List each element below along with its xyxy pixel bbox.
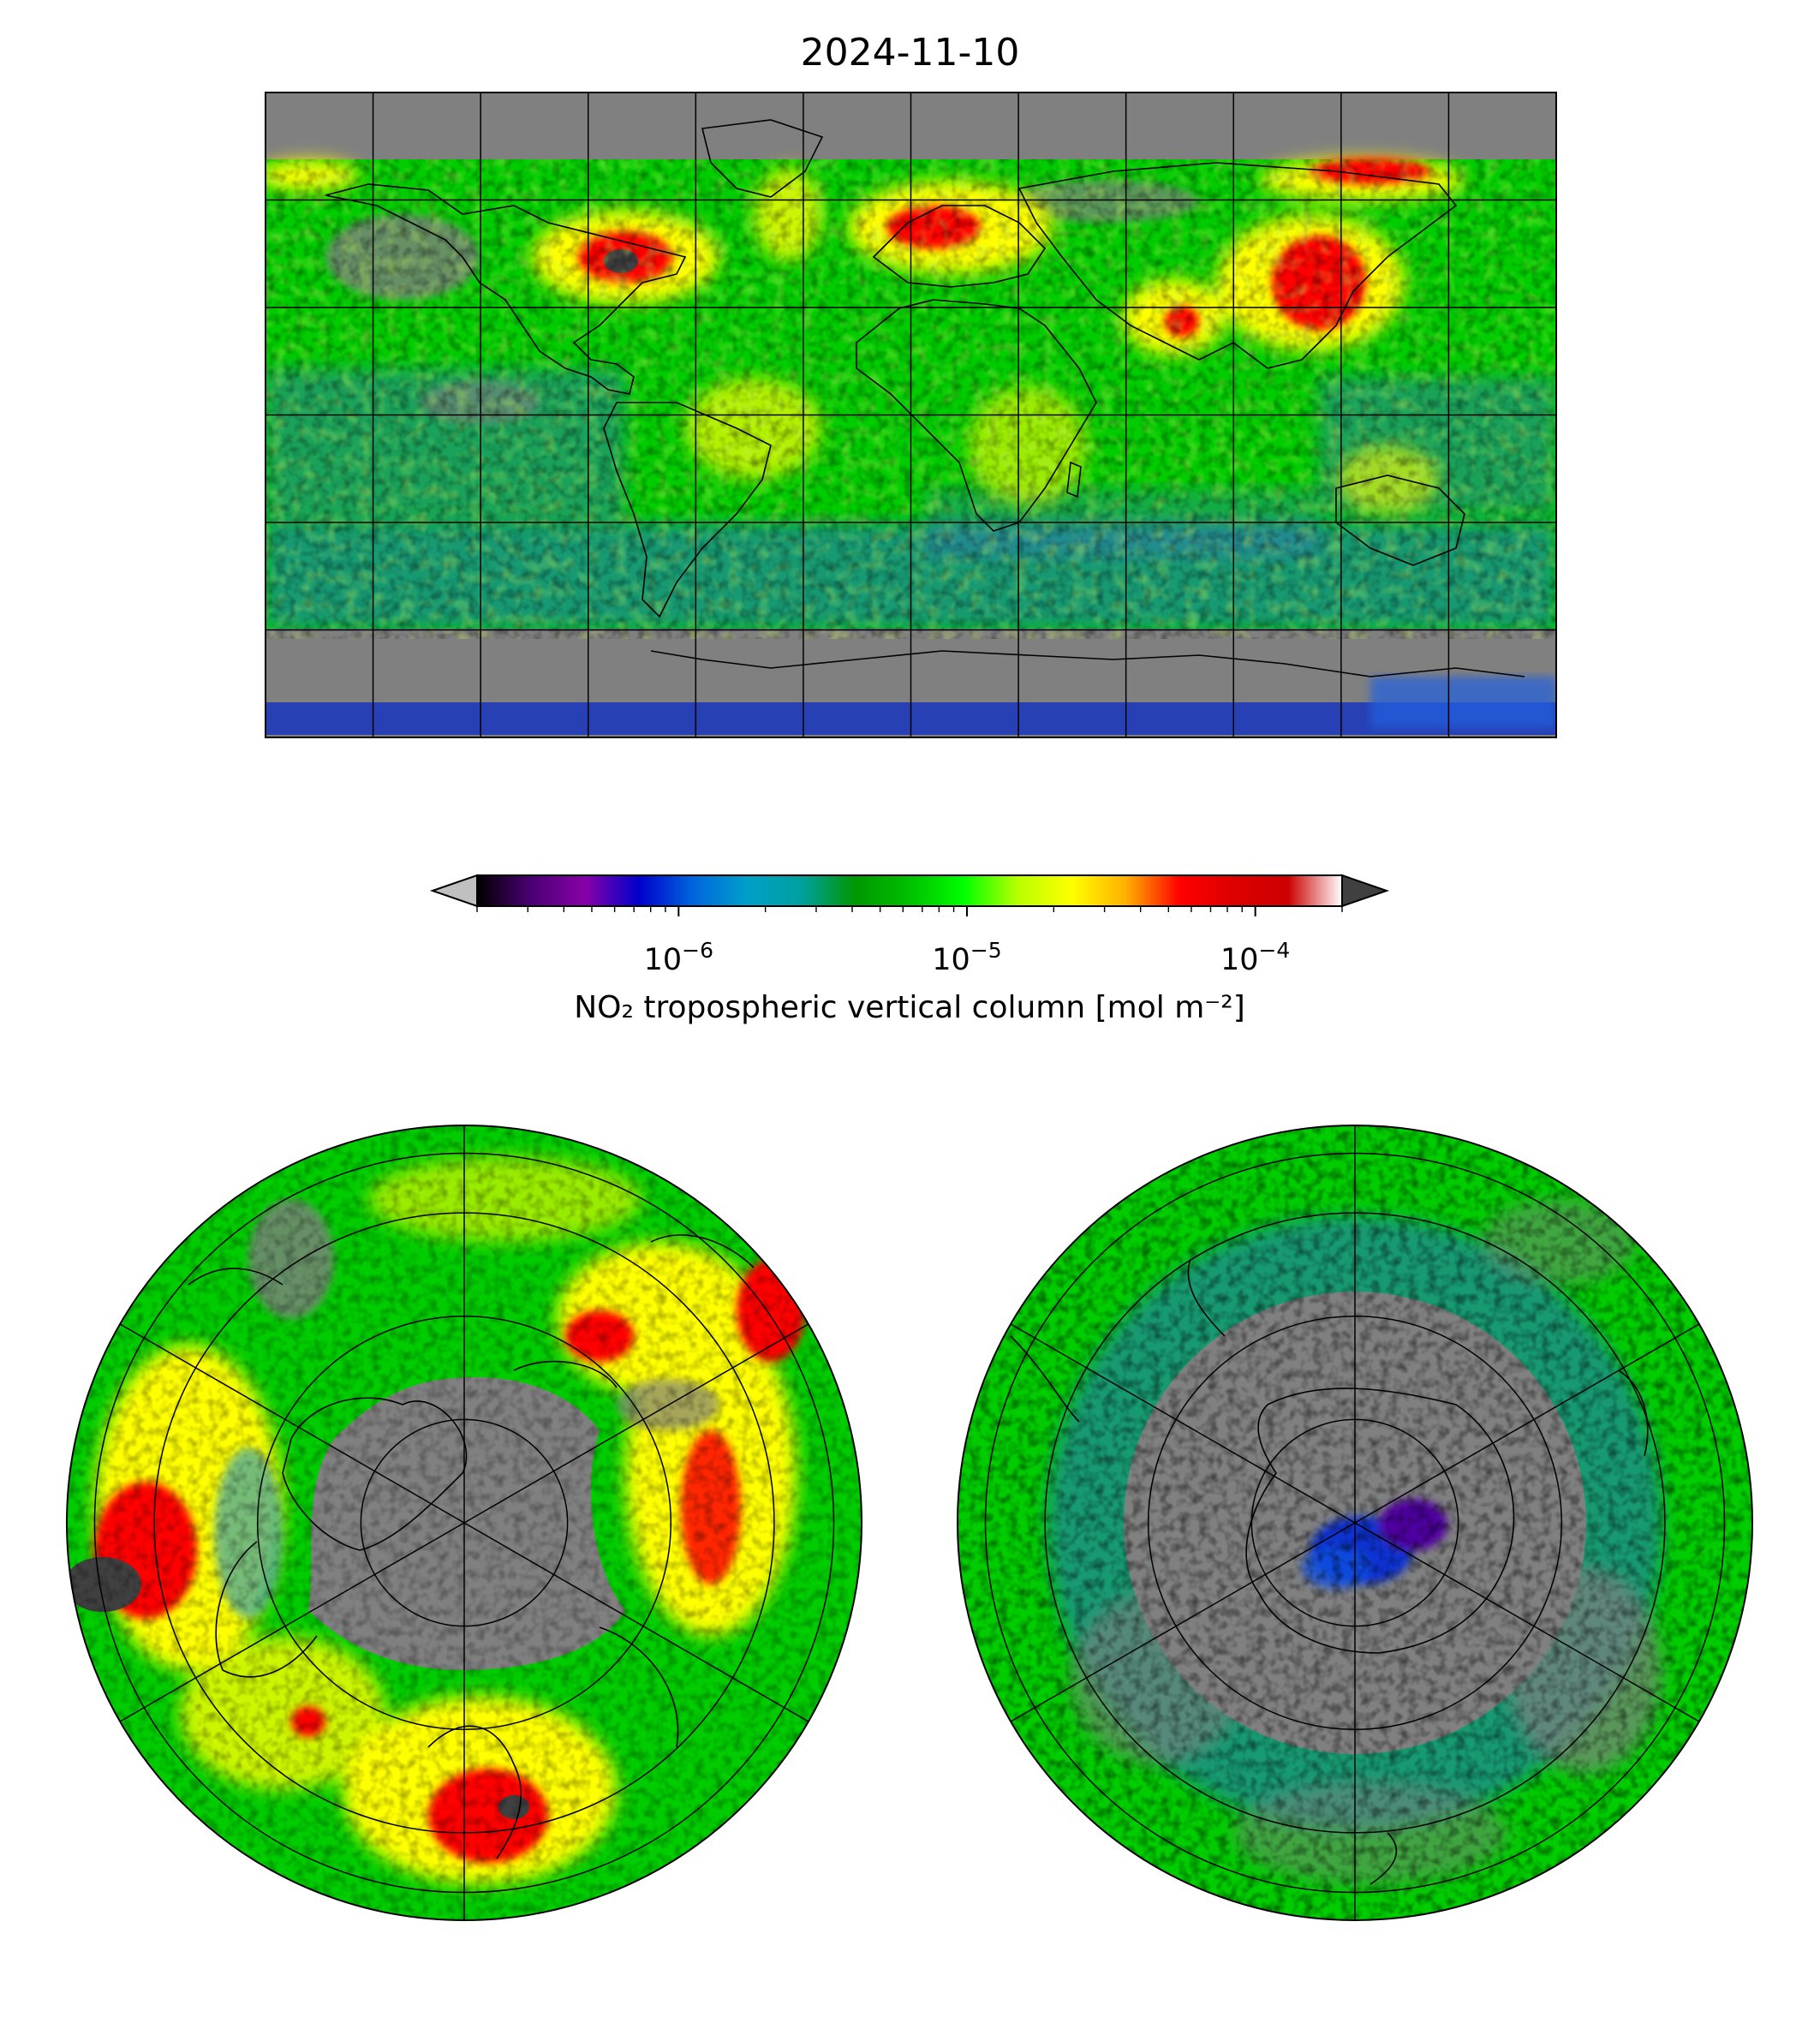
colorbar-label: NO₂ tropospheric vertical column [mol m⁻… [574,990,1245,1025]
graticule [266,92,1556,737]
colorbar-tick-label: 10−6 [644,938,713,977]
colorbar: 10−6 10−5 10−4 NO₂ tropospheric vertical c… [429,874,1390,1025]
meridian-line [1010,1522,1356,1722]
south-polar-graticule [984,1125,1726,1920]
north-polar-frame [66,1125,862,1921]
south-polar-no2-field [958,1125,1752,1920]
colorbar-gradient [477,875,1342,906]
south-polar-coastlines [1010,1258,1649,1885]
south-polar-frame [957,1125,1753,1921]
colorbar-ticks [476,906,1343,916]
meridian-line [463,1522,809,1722]
meridian-line [1010,1323,1356,1524]
south-polar-map [957,1125,1753,1921]
north-polar-no2-field [67,1125,862,1920]
meridian-line [1354,1522,1700,1722]
meridian-line [463,1323,809,1524]
colorbar-over-extension [1341,874,1390,908]
global-no2-field [266,92,1556,737]
colorbar-tick-labels: 10−6 10−5 10−4 [644,938,1291,977]
north-polar-map [66,1125,862,1921]
coastlines [325,119,1525,677]
colorbar-under-extension [429,874,478,908]
north-polar-coastlines [188,1234,755,1859]
global-map-frame [265,92,1557,738]
colorbar-tick-label: 10−4 [1220,938,1290,977]
colorbar-tick-label: 10−5 [932,938,1001,977]
north-polar-graticule [93,1125,835,1920]
meridian-line [1354,1323,1700,1524]
global-map [265,92,1557,738]
meridian-line [119,1522,465,1722]
meridian-line [119,1323,465,1524]
figure-title: 2024-11-10 [800,31,1020,75]
